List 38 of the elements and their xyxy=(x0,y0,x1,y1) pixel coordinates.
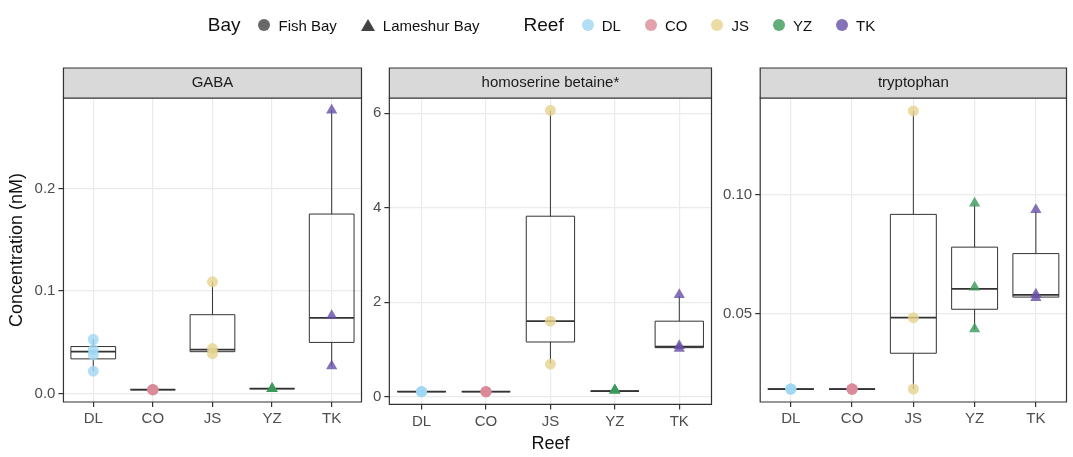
x-tick-label: CO xyxy=(840,409,864,427)
legend-label: Fish Bay xyxy=(278,16,337,34)
y-tick-label: 2 xyxy=(373,292,382,310)
legend-label: JS xyxy=(731,16,749,34)
x-tick-label: TK xyxy=(669,411,689,429)
x-tick-label: YZ xyxy=(605,411,625,429)
x-axis-title: Reef xyxy=(531,433,571,454)
legend-title: Bay xyxy=(207,14,241,36)
legend-title: Reef xyxy=(523,14,564,36)
legend-label: YZ xyxy=(792,16,813,34)
x-tick-label: JS xyxy=(203,409,222,427)
chart-title: GABA xyxy=(191,73,234,91)
y-tick-label: 0.0 xyxy=(34,383,56,401)
legend-label: Lameshur Bay xyxy=(382,16,480,34)
y-tick-label: 0.05 xyxy=(722,304,753,322)
y-tick-label: 0.10 xyxy=(722,184,753,202)
x-tick-label: CO xyxy=(474,411,498,429)
y-tick-label: 0.1 xyxy=(34,281,56,299)
x-tick-label: DL xyxy=(83,409,103,427)
x-tick-label: JS xyxy=(541,411,560,429)
x-tick-label: YZ xyxy=(262,409,282,427)
x-tick-label: CO xyxy=(141,409,165,427)
y-tick-label: 4 xyxy=(373,197,382,215)
chart-title: tryptophan xyxy=(877,73,949,91)
x-tick-label: DL xyxy=(411,411,432,429)
y-axis-title: Concentration (nM) xyxy=(5,172,26,328)
x-tick-label: DL xyxy=(781,409,801,427)
y-tick-label: 0 xyxy=(373,386,382,404)
y-tick-label: 0.2 xyxy=(34,178,56,196)
x-tick-label: TK xyxy=(322,409,342,427)
legend-label: DL xyxy=(601,16,621,34)
chart-title: homoserine betaine* xyxy=(481,73,620,91)
y-tick-label: 6 xyxy=(373,103,382,121)
legend-label: TK xyxy=(856,16,876,34)
x-tick-label: TK xyxy=(1026,409,1046,427)
x-tick-label: JS xyxy=(904,409,923,427)
x-tick-label: YZ xyxy=(965,409,985,427)
legend-label: CO xyxy=(664,16,688,34)
